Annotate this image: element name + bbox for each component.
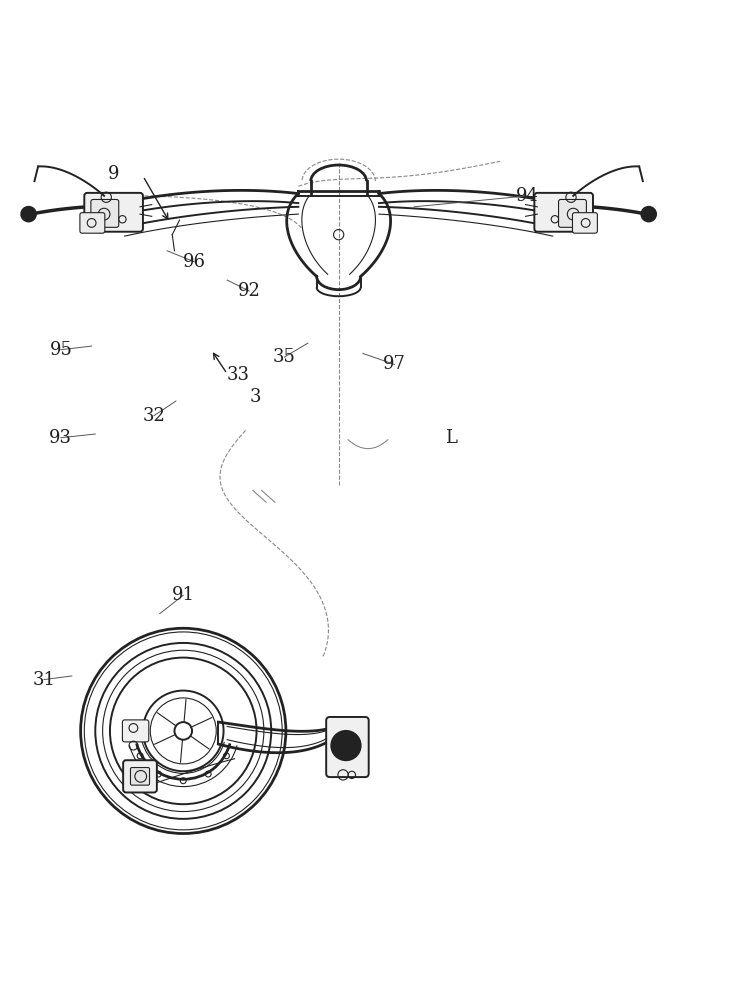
Text: 35: 35 (273, 348, 296, 366)
FancyBboxPatch shape (559, 199, 586, 227)
Text: 92: 92 (237, 282, 261, 300)
FancyBboxPatch shape (91, 199, 119, 227)
FancyBboxPatch shape (326, 717, 369, 777)
Text: 96: 96 (183, 253, 206, 271)
FancyBboxPatch shape (122, 720, 149, 742)
FancyBboxPatch shape (84, 193, 143, 232)
FancyBboxPatch shape (534, 193, 593, 232)
Text: 32: 32 (142, 407, 166, 425)
FancyBboxPatch shape (572, 213, 597, 233)
Text: 93: 93 (49, 429, 73, 447)
FancyBboxPatch shape (80, 213, 105, 233)
Text: 3: 3 (249, 388, 261, 406)
Text: 31: 31 (32, 671, 56, 689)
Circle shape (331, 731, 361, 760)
Text: 33: 33 (226, 366, 250, 384)
Text: 94: 94 (516, 187, 539, 205)
Text: 91: 91 (172, 586, 195, 604)
Circle shape (641, 207, 656, 221)
Text: 97: 97 (383, 355, 406, 373)
FancyBboxPatch shape (123, 760, 157, 792)
Circle shape (21, 207, 36, 221)
Text: 9: 9 (108, 165, 119, 183)
FancyBboxPatch shape (130, 768, 150, 785)
Text: 95: 95 (49, 341, 73, 359)
Text: L: L (445, 429, 457, 447)
